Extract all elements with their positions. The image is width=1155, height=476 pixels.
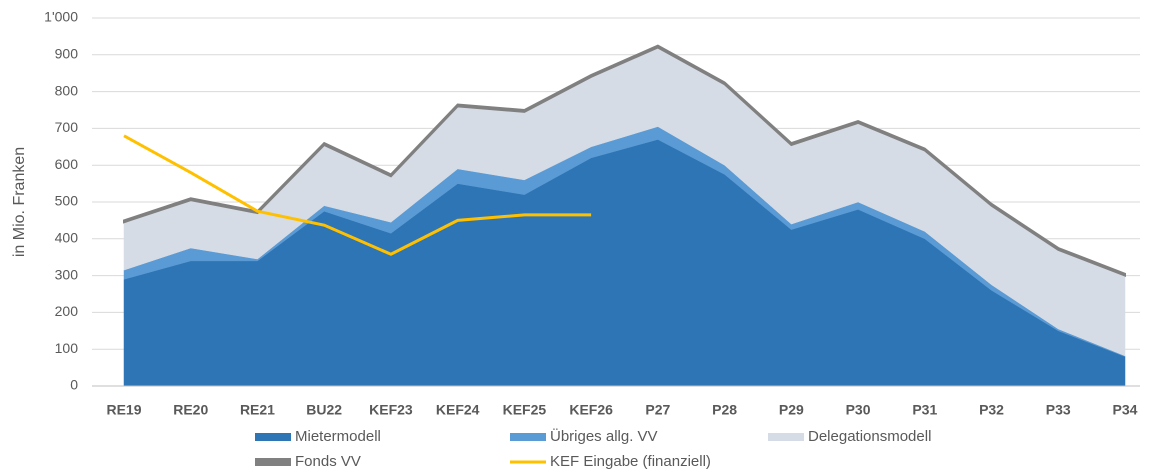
x-tick-label: KEF24: [436, 402, 480, 418]
y-tick-label: 0: [70, 377, 78, 393]
legend-label: KEF Eingabe (finanziell): [550, 453, 711, 470]
x-tick-label: BU22: [306, 402, 342, 418]
x-tick-label: P32: [979, 402, 1004, 418]
x-tick-label: P29: [779, 402, 804, 418]
y-tick-label: 600: [55, 156, 79, 172]
y-axis-label: in Mio. Franken: [11, 147, 28, 257]
y-tick-label: 200: [55, 303, 79, 319]
legend-label: Übriges allg. VV: [550, 427, 658, 445]
legend-label: Fonds VV: [295, 453, 361, 470]
x-tick-label: RE21: [240, 402, 275, 418]
legend-swatch: [255, 433, 291, 441]
x-tick-label: RE19: [106, 402, 141, 418]
x-tick-label: P27: [645, 402, 670, 418]
legend-label: Mietermodell: [295, 428, 381, 445]
y-tick-label: 700: [55, 119, 79, 135]
y-tick-label: 800: [55, 82, 79, 98]
legend-label: Delegationsmodell: [808, 428, 931, 445]
x-tick-label: P31: [912, 402, 937, 418]
x-tick-label: KEF25: [503, 402, 547, 418]
x-tick-label: P33: [1046, 402, 1071, 418]
x-tick-label: RE20: [173, 402, 208, 418]
y-tick-label: 100: [55, 340, 79, 356]
y-tick-label: 1'000: [44, 9, 78, 25]
x-tick-label: P30: [846, 402, 871, 418]
y-tick-label: 500: [55, 193, 79, 209]
x-tick-label: KEF26: [569, 402, 613, 418]
legend-swatch: [768, 433, 804, 441]
legend-swatch: [255, 458, 291, 466]
y-tick-label: 900: [55, 46, 79, 62]
line: [123, 134, 592, 256]
area: [123, 44, 1126, 278]
y-tick-label: 400: [55, 230, 79, 246]
x-tick-label: P28: [712, 402, 737, 418]
legend-swatch: [510, 433, 546, 441]
x-tick-label: P34: [1113, 402, 1138, 418]
x-tick-label: KEF23: [369, 402, 413, 418]
y-tick-label: 300: [55, 266, 79, 282]
